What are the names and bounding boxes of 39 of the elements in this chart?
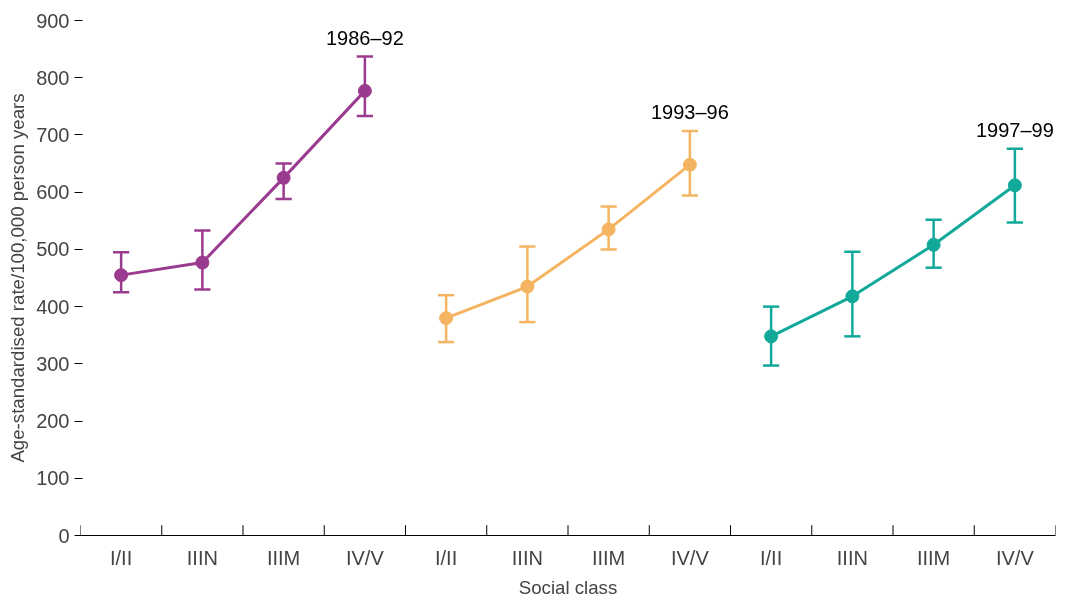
- point: [114, 268, 129, 283]
- text: 1986–92: [325, 26, 404, 49]
- y-tick-label: 700: [36, 123, 70, 146]
- point: [926, 237, 941, 252]
- point: [601, 222, 616, 237]
- x-tick-label: IIIN: [186, 546, 218, 569]
- point: [195, 255, 210, 270]
- x-tick-label: IV/V: [995, 546, 1035, 569]
- x-axis-title: Social class: [518, 576, 618, 598]
- text: 1997–99: [975, 118, 1054, 141]
- point: [845, 289, 860, 304]
- y-tick-label: 900: [36, 9, 70, 32]
- y-tick-label: 500: [36, 238, 70, 261]
- x-tick-label: IIIM: [591, 546, 626, 569]
- x-tick-label: I/II: [760, 546, 783, 569]
- x-tick-label: I/II: [110, 546, 133, 569]
- point: [439, 311, 454, 326]
- y-tick-label: 200: [36, 410, 70, 433]
- x-tick-label: IV/V: [670, 546, 710, 569]
- y-tick-label: 0: [58, 524, 70, 547]
- y-tick-label: 400: [36, 295, 70, 318]
- y-tick-label: 800: [36, 66, 70, 89]
- point: [520, 279, 535, 294]
- y-tick-label: 600: [36, 181, 70, 204]
- x-tick-label: I/II: [435, 546, 458, 569]
- x-tick-label: IIIN: [836, 546, 868, 569]
- point: [682, 157, 697, 172]
- x-tick-label: IV/V: [345, 546, 385, 569]
- x-tick-label: IIIM: [266, 546, 301, 569]
- y-tick-label: 300: [36, 352, 70, 375]
- point: [357, 83, 372, 98]
- text: 1993–96: [650, 100, 729, 123]
- x-tick-label: IIIM: [916, 546, 951, 569]
- x-tick-label: IIIN: [511, 546, 543, 569]
- point: [764, 329, 779, 344]
- y-tick-label: 100: [36, 467, 70, 490]
- y-axis-title: Age-standardised rate/100,000 person years: [7, 93, 29, 463]
- point: [1007, 178, 1022, 193]
- point: [276, 170, 291, 185]
